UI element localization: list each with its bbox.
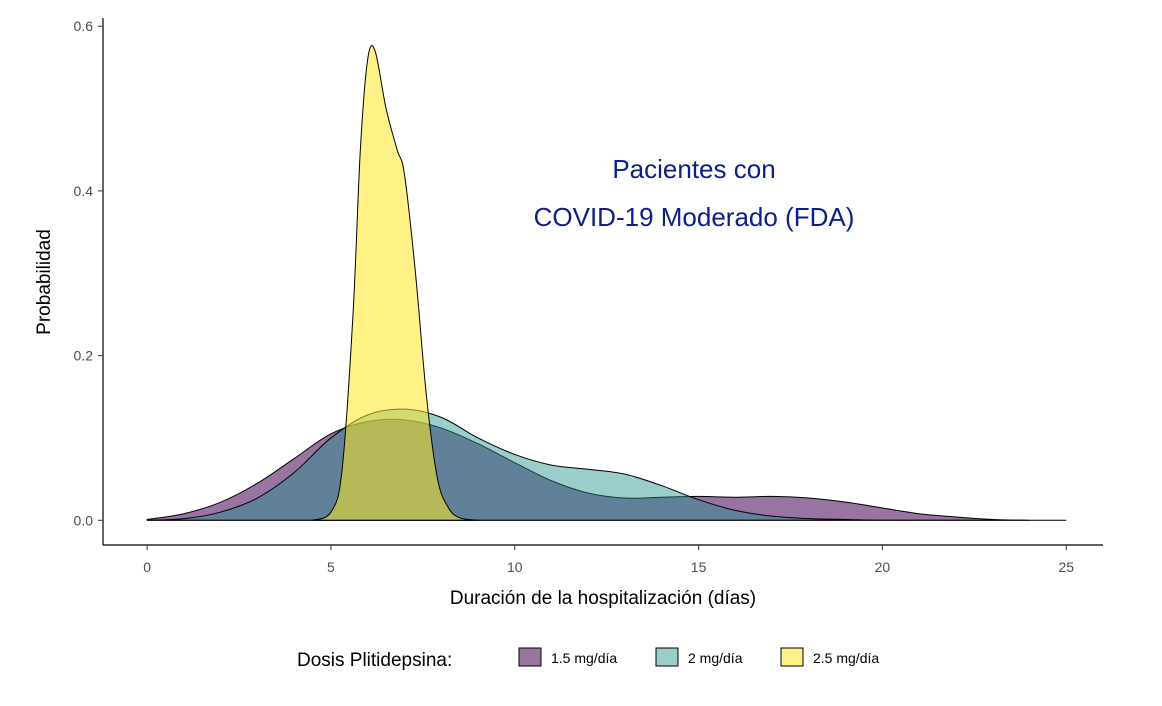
x-axis-title: Duración de la hospitalización (días) (450, 588, 756, 609)
x-tick-label: 25 (1058, 559, 1074, 575)
legend-swatch-2 (655, 647, 679, 667)
legend-title: Dosis Plitidepsina: (297, 650, 452, 671)
density-series-layer (146, 45, 1067, 521)
y-axis-title: Probabilidad (34, 229, 55, 335)
x-tick-label: 0 (143, 559, 151, 575)
x-tick-label: 20 (875, 559, 891, 575)
ticks-layer: 0 5 10 15 20 25 0.0 0.2 0.4 0.6 (74, 18, 1075, 575)
y-tick-label: 0.2 (74, 348, 94, 364)
axes (102, 18, 1103, 546)
legend-label-1-5: 1.5 mg/día (551, 650, 617, 666)
annotation-line-2: COVID-19 Moderado (FDA) (534, 202, 855, 232)
y-tick-label: 0.0 (74, 512, 94, 528)
x-tick-label: 5 (327, 559, 335, 575)
y-tick-label: 0.4 (74, 183, 94, 199)
x-tick-label: 15 (691, 559, 707, 575)
legend-swatch-1-5 (518, 647, 542, 667)
legend-label-2: 2 mg/día (688, 650, 743, 666)
legend-label-2-5: 2.5 mg/día (813, 650, 879, 666)
annotation-line-1: Pacientes con (612, 154, 775, 184)
legend: Dosis Plitidepsina: 1.5 mg/día 2 mg/día … (297, 647, 879, 671)
density-area-2-5mgda (312, 45, 479, 521)
x-tick-label: 10 (507, 559, 523, 575)
y-tick-label: 0.6 (74, 18, 94, 34)
legend-swatch-2-5 (780, 647, 804, 667)
